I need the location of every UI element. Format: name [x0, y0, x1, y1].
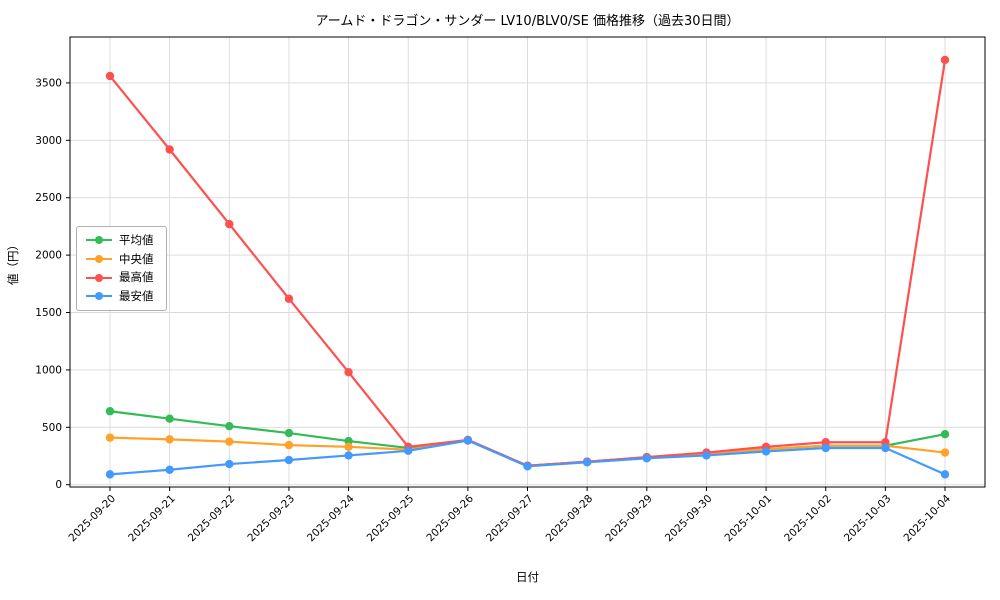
svg-text:2025-09-20: 2025-09-20 [66, 493, 118, 545]
legend-item-min: 最安値 [86, 290, 154, 303]
chart-legend: 平均値 中央値 最高値 最安値 [76, 226, 167, 311]
legend-label-min: 最安値 [119, 288, 154, 303]
legend-marker-max-icon [86, 273, 112, 283]
svg-text:2025-09-21: 2025-09-21 [126, 493, 178, 545]
svg-text:1000: 1000 [35, 364, 62, 376]
svg-text:3000: 3000 [35, 135, 62, 147]
legend-label-median: 中央値 [119, 251, 154, 266]
svg-text:2000: 2000 [35, 250, 62, 262]
series-最安値 [105, 436, 950, 479]
tick-marks [66, 82, 946, 491]
legend-marker-average-icon [86, 235, 112, 245]
y-axis-label: 値（円） [6, 239, 20, 285]
grid-lines [70, 37, 985, 487]
legend-item-max: 最高値 [86, 271, 154, 284]
svg-text:2025-09-22: 2025-09-22 [186, 493, 238, 545]
x-tick-labels: 2025-09-20 2025-09-21 2025-09-22 2025-09-23… [66, 492, 953, 544]
svg-text:0: 0 [55, 479, 62, 491]
svg-text:3500: 3500 [35, 77, 62, 89]
svg-text:500: 500 [42, 422, 62, 434]
legend-label-max: 最高値 [119, 270, 154, 285]
svg-text:2025-09-25: 2025-09-25 [365, 493, 417, 545]
svg-text:2025-10-04: 2025-10-04 [901, 492, 953, 544]
svg-text:1500: 1500 [35, 307, 62, 319]
svg-text:2025-10-02: 2025-10-02 [782, 493, 834, 545]
svg-text:2025-09-29: 2025-09-29 [603, 493, 655, 545]
chart-title: アームド・ドラゴン・サンダー LV10/BLV0/SE 価格推移（過去30日間） [315, 13, 739, 29]
legend-label-average: 平均値 [119, 233, 154, 247]
svg-text:2025-09-26: 2025-09-26 [424, 492, 476, 544]
svg-text:2025-10-03: 2025-10-03 [842, 493, 894, 545]
svg-text:2025-09-23: 2025-09-23 [245, 493, 297, 545]
y-tick-labels: 0 500 1000 1500 2000 2500 3000 3500 [35, 77, 62, 491]
svg-text:2025-09-30: 2025-09-30 [663, 493, 715, 545]
svg-text:2025-10-01: 2025-10-01 [723, 493, 775, 545]
legend-marker-median-icon [86, 254, 112, 264]
x-axis-label: 日付 [516, 570, 539, 584]
svg-text:2500: 2500 [35, 192, 62, 204]
svg-text:2025-09-28: 2025-09-28 [544, 493, 596, 545]
svg-text:2025-09-27: 2025-09-27 [484, 493, 536, 545]
legend-marker-min-icon [86, 291, 112, 301]
legend-item-average: 平均値 [86, 234, 154, 247]
legend-item-median: 中央値 [86, 251, 154, 266]
svg-text:2025-09-24: 2025-09-24 [305, 492, 357, 544]
